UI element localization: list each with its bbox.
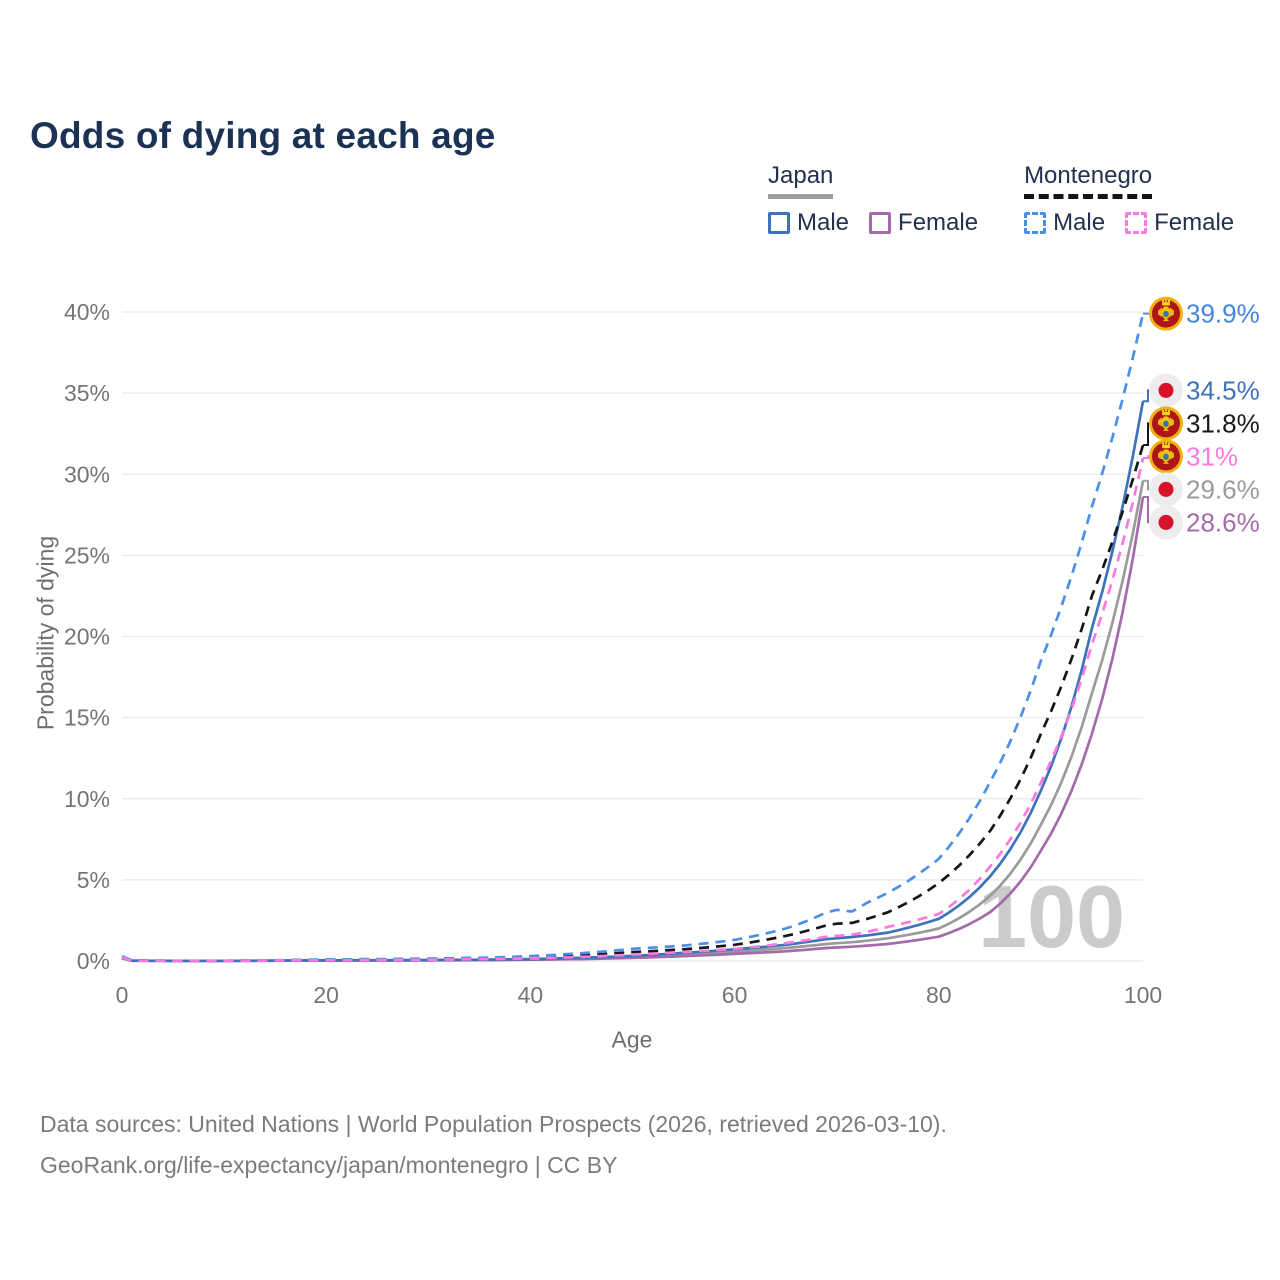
series-line-montenegro-female bbox=[121, 457, 1145, 963]
footer-attribution: GeoRank.org/life-expectancy/japan/monten… bbox=[40, 1152, 618, 1178]
flag-icon-japan-japan-both bbox=[1149, 472, 1183, 507]
legend-item-japan-female[interactable]: Female bbox=[869, 209, 978, 237]
y-tick-label-40: 40% bbox=[64, 299, 110, 325]
x-tick-label-40: 40 bbox=[518, 982, 544, 1008]
x-tick-label-60: 60 bbox=[722, 982, 748, 1008]
legend-item-montenegro-male[interactable]: Male bbox=[1024, 209, 1105, 237]
x-tick-label-100: 100 bbox=[1124, 982, 1162, 1008]
end-label-connector-montenegro-female bbox=[1143, 455, 1149, 459]
legend-header-japan[interactable]: Japan bbox=[768, 162, 834, 199]
flag-icon-montenegro-montenegro-both bbox=[1149, 406, 1183, 441]
y-tick-label-25: 25% bbox=[64, 542, 110, 568]
footer: Data sources: United Nations | World Pop… bbox=[40, 1104, 947, 1186]
flag-icon-montenegro-montenegro-female bbox=[1149, 439, 1183, 474]
y-tick-label-30: 30% bbox=[64, 461, 110, 487]
watermark: 100 bbox=[978, 867, 1125, 966]
end-label-value-montenegro-both: 31.8% bbox=[1186, 408, 1260, 438]
end-label-value-montenegro-male: 39.9% bbox=[1186, 299, 1260, 329]
x-tick-label-20: 20 bbox=[313, 982, 339, 1008]
y-tick-label-5: 5% bbox=[77, 867, 110, 893]
legend-label-montenegro-male: Male bbox=[1053, 209, 1106, 236]
legend-label-japan-male: Male bbox=[797, 209, 850, 236]
x-tick-label-80: 80 bbox=[926, 982, 952, 1008]
end-label-value-japan-male: 34.5% bbox=[1186, 375, 1260, 405]
end-label-connector-japan-both bbox=[1143, 479, 1149, 491]
y-tick-label-35: 35% bbox=[64, 380, 110, 406]
legend-swatch-japan-male bbox=[768, 212, 790, 234]
end-label-value-japan-female: 28.6% bbox=[1186, 507, 1260, 537]
y-tick-label-15: 15% bbox=[64, 705, 110, 731]
flag-icon-japan-japan-male bbox=[1149, 373, 1183, 408]
end-label-connector-japan-female bbox=[1143, 496, 1149, 524]
page-title: Odds of dying at each age bbox=[30, 114, 496, 156]
legend-label-montenegro-female: Female bbox=[1154, 209, 1235, 236]
flag-icon-montenegro-montenegro-male bbox=[1149, 296, 1183, 331]
chart-legend: Japan Male Female Montenegro Male Female bbox=[768, 162, 1234, 237]
legend-label-japan-female: Female bbox=[898, 209, 979, 236]
legend-item-japan-male[interactable]: Male bbox=[768, 209, 849, 237]
legend-header-montenegro[interactable]: Montenegro bbox=[1024, 162, 1153, 199]
flag-icon-japan-japan-female bbox=[1149, 505, 1183, 540]
end-label-value-montenegro-female: 31% bbox=[1186, 441, 1238, 471]
end-label-connector-montenegro-both bbox=[1143, 422, 1149, 446]
y-tick-label-20: 20% bbox=[64, 624, 110, 650]
end-label-connector-japan-male bbox=[1143, 389, 1149, 403]
legend-item-montenegro-female[interactable]: Female bbox=[1125, 209, 1234, 237]
y-tick-label-10: 10% bbox=[64, 786, 110, 812]
end-label-value-japan-both: 29.6% bbox=[1186, 474, 1260, 504]
legend-group-japan: Japan Male Female bbox=[768, 162, 978, 237]
legend-swatch-japan-female bbox=[869, 212, 892, 234]
x-axis-title: Age bbox=[611, 1026, 653, 1053]
series-line-japan-male bbox=[121, 400, 1145, 963]
y-tick-label-0: 0% bbox=[77, 948, 110, 974]
x-tick-label-0: 0 bbox=[116, 982, 129, 1008]
footer-data-sources: Data sources: United Nations | World Pop… bbox=[40, 1111, 947, 1137]
legend-swatch-montenegro-male bbox=[1024, 212, 1047, 234]
legend-group-montenegro: Montenegro Male Female bbox=[1024, 162, 1234, 237]
legend-swatch-montenegro-female bbox=[1125, 212, 1148, 234]
y-axis-title: Probability of dying bbox=[32, 535, 59, 731]
